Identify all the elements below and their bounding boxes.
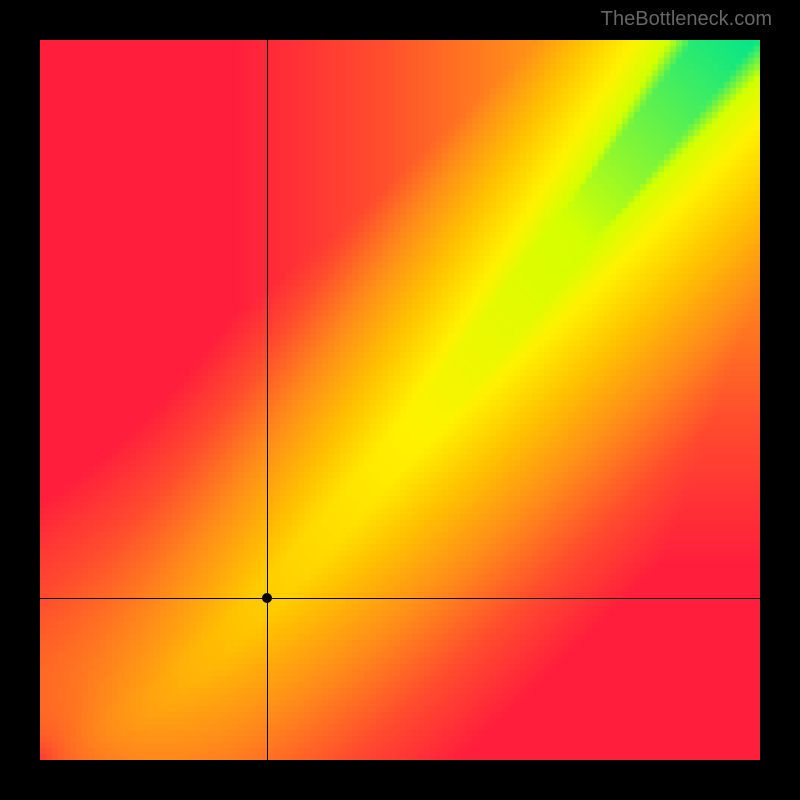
crosshair-horizontal: [40, 598, 760, 599]
heatmap-chart: [40, 40, 760, 760]
watermark-text: TheBottleneck.com: [601, 8, 772, 31]
data-point-marker: [262, 593, 272, 603]
heatmap-canvas: [40, 40, 760, 760]
crosshair-vertical: [267, 40, 268, 760]
